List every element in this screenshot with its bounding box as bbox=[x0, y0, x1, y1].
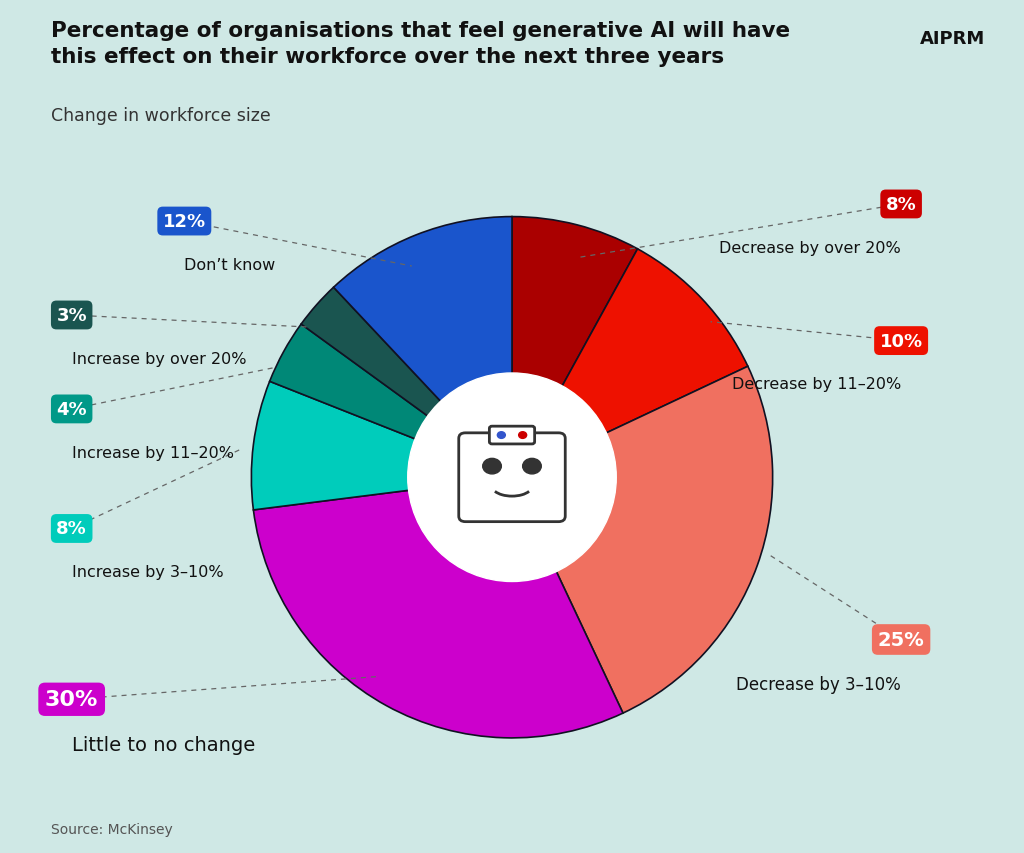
Text: 12%: 12% bbox=[163, 212, 206, 231]
Wedge shape bbox=[512, 218, 638, 478]
Text: Little to no change: Little to no change bbox=[72, 735, 255, 754]
Text: Decrease by 3–10%: Decrease by 3–10% bbox=[736, 676, 901, 693]
Wedge shape bbox=[269, 325, 512, 478]
Text: 3%: 3% bbox=[56, 306, 87, 325]
Wedge shape bbox=[301, 288, 512, 478]
Circle shape bbox=[408, 374, 616, 582]
Circle shape bbox=[498, 432, 506, 438]
Wedge shape bbox=[251, 382, 512, 510]
Wedge shape bbox=[512, 367, 773, 713]
Text: 4%: 4% bbox=[56, 400, 87, 419]
Wedge shape bbox=[253, 478, 623, 738]
Text: Change in workforce size: Change in workforce size bbox=[51, 107, 271, 125]
Text: 30%: 30% bbox=[45, 689, 98, 710]
Wedge shape bbox=[512, 250, 748, 478]
Circle shape bbox=[522, 459, 542, 474]
Text: 10%: 10% bbox=[880, 332, 923, 351]
FancyBboxPatch shape bbox=[459, 433, 565, 522]
Circle shape bbox=[518, 432, 526, 438]
Circle shape bbox=[482, 459, 502, 474]
Text: 8%: 8% bbox=[886, 195, 916, 214]
Text: Decrease by 11–20%: Decrease by 11–20% bbox=[732, 377, 901, 392]
Text: Don’t know: Don’t know bbox=[184, 258, 275, 273]
Text: Increase by over 20%: Increase by over 20% bbox=[72, 351, 246, 367]
Text: Increase by 11–20%: Increase by 11–20% bbox=[72, 445, 233, 461]
Text: Increase by 3–10%: Increase by 3–10% bbox=[72, 565, 223, 580]
Text: Percentage of organisations that feel generative AI will have
this effect on the: Percentage of organisations that feel ge… bbox=[51, 21, 791, 67]
Text: 8%: 8% bbox=[56, 519, 87, 538]
FancyBboxPatch shape bbox=[489, 426, 535, 444]
Text: AIPRM: AIPRM bbox=[920, 30, 985, 48]
Text: Decrease by over 20%: Decrease by over 20% bbox=[720, 241, 901, 256]
Text: 25%: 25% bbox=[878, 630, 925, 649]
Text: Source: McKinsey: Source: McKinsey bbox=[51, 822, 173, 836]
Wedge shape bbox=[334, 218, 512, 478]
